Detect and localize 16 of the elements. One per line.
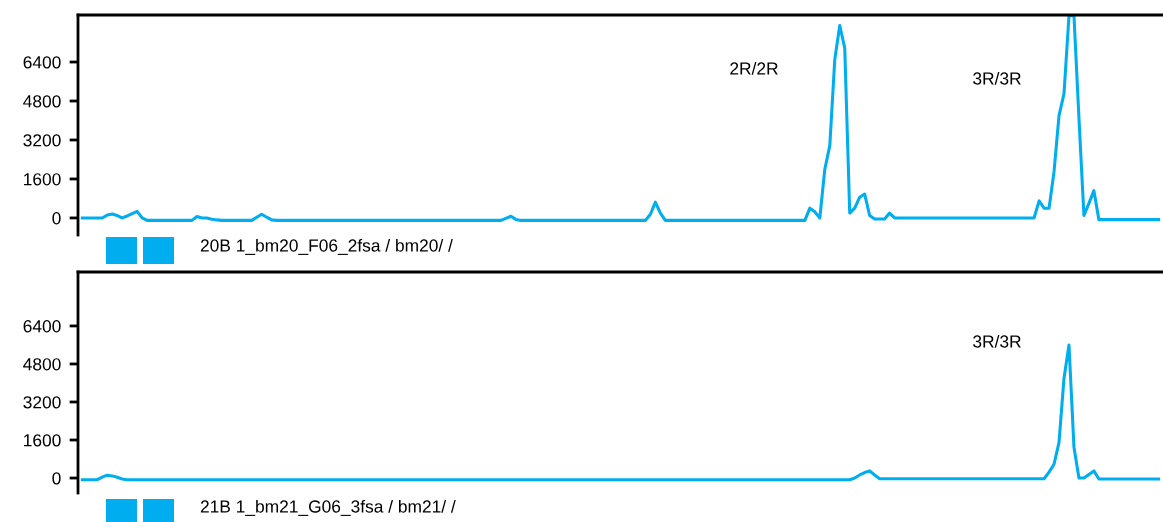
y-tick-label: 3200 bbox=[23, 396, 61, 409]
text: 21B 1_bm21_G06_3fsa / bm21/ / bbox=[200, 499, 456, 516]
y-tick-label: 1600 bbox=[24, 173, 61, 186]
y-tick-label: 0 bbox=[52, 472, 61, 485]
annotation: 3R/3R bbox=[973, 71, 1021, 85]
y-tick-label: 1600 bbox=[24, 434, 61, 447]
y-tick-label: 6400 bbox=[23, 320, 61, 333]
y-tick-label: 3200 bbox=[23, 134, 61, 147]
line-series bbox=[80, 15, 1161, 222]
text: 20B 1_bm20_F06_2fsa / bm20/ / bbox=[200, 238, 453, 255]
y-tick-label: 4800 bbox=[23, 95, 61, 108]
annotation: 3R/3R bbox=[973, 334, 1021, 348]
y-tick-label: 6400 bbox=[23, 56, 61, 69]
y-tick-label: 0 bbox=[52, 212, 61, 225]
y-tick-label: 4800 bbox=[23, 358, 61, 371]
annotation: 2R/2R bbox=[730, 61, 778, 75]
